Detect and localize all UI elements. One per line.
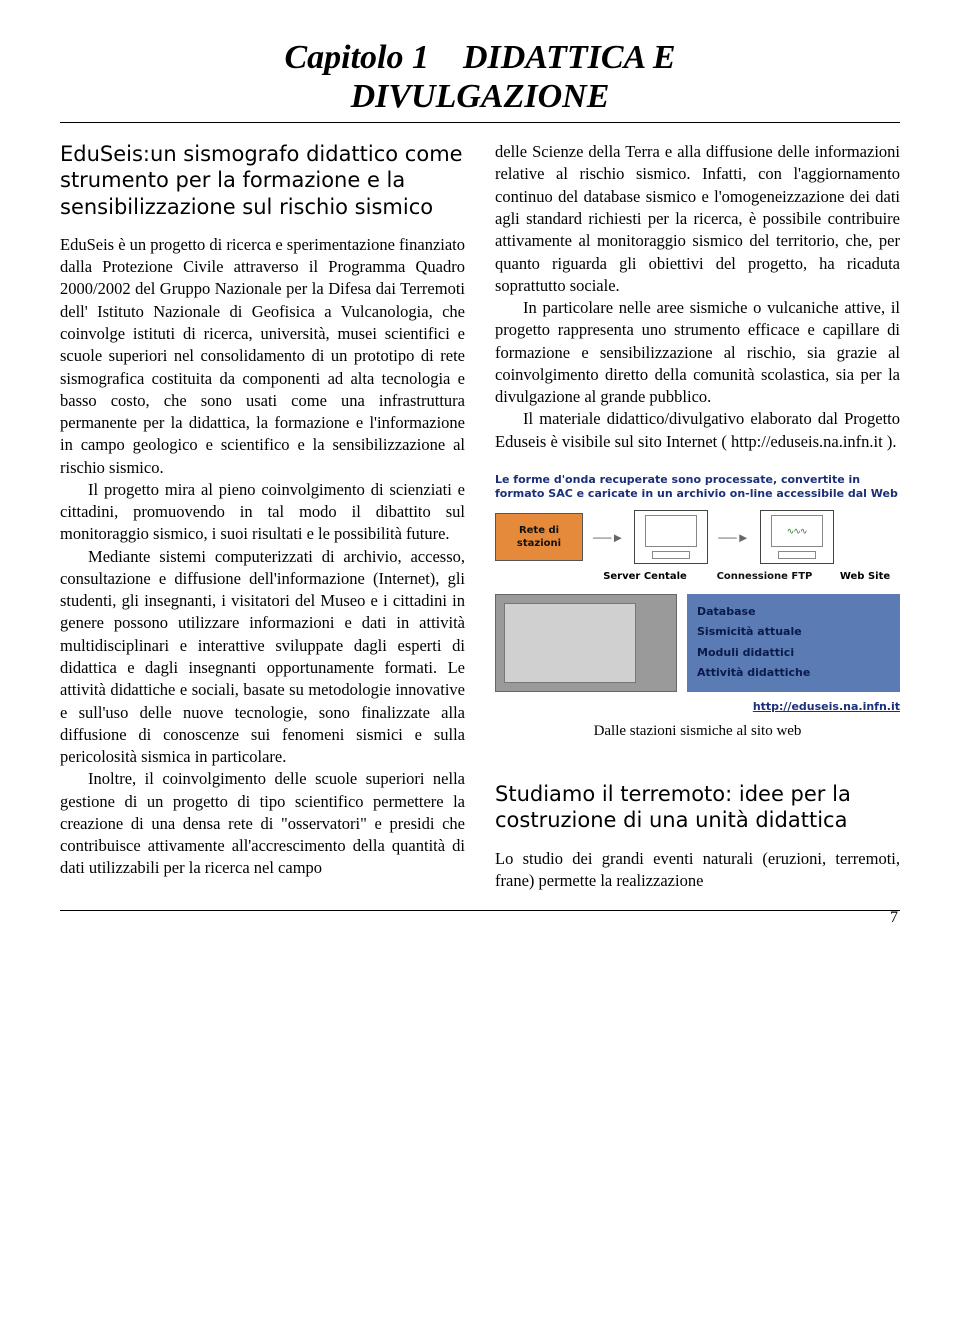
ftp-label: Connessione FTP (699, 570, 830, 584)
server-label: Server Centale (591, 570, 699, 584)
section1-heading: EduSeis:un sismografo didattico come str… (60, 141, 465, 220)
figure-row1: Rete di stazioni ──► ──► ∿∿∿ (495, 510, 900, 564)
waveform-icon: ∿∿∿ (787, 525, 807, 537)
chapter-title-line1: Capitolo 1 DIDATTICA E (284, 39, 675, 76)
stations-box: Rete di stazioni (495, 513, 583, 561)
figure-title: Le forme d'onda recuperate sono processa… (495, 473, 900, 501)
classroom-photo (495, 594, 677, 692)
figure-url[interactable]: http://eduseis.na.infn.it (495, 700, 900, 715)
section1-para4: Inoltre, il coinvolgimento delle scuole … (60, 768, 465, 879)
section-gap (495, 749, 900, 781)
info-database: Database (697, 605, 890, 620)
section2-heading: Studiamo il terremoto: idee per la costr… (495, 781, 900, 834)
figure-row2: Database Sismicità attuale Moduli didatt… (495, 594, 900, 692)
section1-para3: Mediante sistemi computerizzati di archi… (60, 546, 465, 769)
page-number: 7 (60, 909, 900, 927)
server-monitor-icon (634, 510, 708, 564)
figure-caption: Dalle stazioni sismiche al sito web (495, 721, 900, 741)
figure-row1-labels: Server Centale Connessione FTP Web Site (495, 570, 900, 584)
info-moduli: Moduli didattici (697, 646, 890, 661)
info-sismicita: Sismicità attuale (697, 625, 890, 640)
chapter-title: Capitolo 1 DIDATTICA E DIVULGAZIONE (60, 38, 900, 116)
arrow-icon: ──► (718, 529, 749, 547)
figure-network: Le forme d'onda recuperate sono processa… (495, 473, 900, 741)
title-rule (60, 122, 900, 123)
arrow-icon: ──► (593, 529, 624, 547)
section1-para5: delle Scienze della Terra e alla diffusi… (495, 141, 900, 297)
info-attivita: Attività didattiche (697, 666, 890, 681)
section1-para7: Il materiale didattico/divulgativo elabo… (495, 408, 900, 453)
section2-para1: Lo studio dei grandi eventi naturali (er… (495, 848, 900, 893)
chapter-title-line2: DIVULGAZIONE (351, 78, 610, 115)
info-box: Database Sismicità attuale Moduli didatt… (687, 594, 900, 692)
section1-para1: EduSeis è un progetto di ricerca e speri… (60, 234, 465, 479)
website-monitor-icon: ∿∿∿ (760, 510, 834, 564)
section1-para6: In particolare nelle aree sismiche o vul… (495, 297, 900, 408)
section1-para2: Il progetto mira al pieno coinvolgimento… (60, 479, 465, 546)
website-label: Web Site (830, 570, 900, 584)
